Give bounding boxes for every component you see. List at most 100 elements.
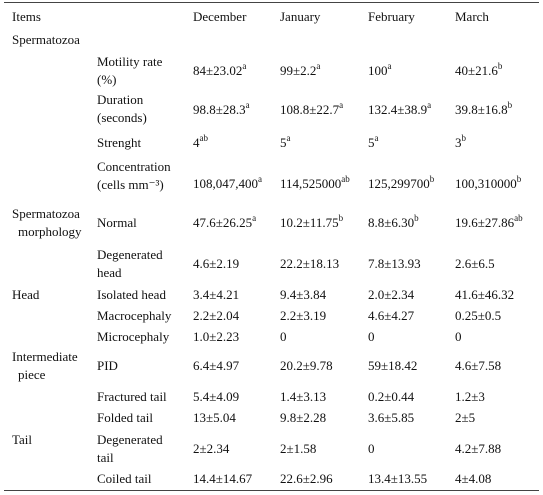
value-cell-text: 1.2±3 (455, 389, 485, 404)
item-label-text: (seconds) (97, 110, 147, 125)
item-label: Isolated head (97, 287, 166, 303)
value-cell: 47.6±26.25a (193, 213, 257, 231)
value-cell: 5a (280, 134, 291, 151)
value-cell: 2.0±2.34 (368, 287, 414, 303)
value-cell: 4.6±4.27 (368, 308, 414, 324)
value-cell: 2.2±2.04 (193, 308, 239, 324)
item-label-text: Isolated head (97, 287, 166, 302)
item-label: PID (97, 358, 118, 374)
value-cell: 2.6±6.5 (455, 256, 495, 272)
header-month-text: January (280, 9, 321, 24)
value-cell: 4.6±2.19 (193, 256, 239, 272)
value-cell: 2±1.58 (280, 441, 316, 457)
item-label-text: Coiled tail (97, 471, 152, 486)
significance-mark: b (338, 213, 344, 223)
value-cell-text: 10.2±11.75 (280, 215, 339, 230)
value-cell-text: 22.2±18.13 (280, 256, 340, 271)
group-label: Head (12, 287, 39, 303)
item-label: (cells mm⁻³) (97, 177, 164, 193)
value-cell-text: 0 (280, 329, 287, 344)
value-cell: 132.4±38.9a (368, 101, 431, 118)
item-label: Macrocephaly (97, 308, 171, 324)
header-items: Items (12, 9, 41, 25)
group-label-text: Spermatozoa (12, 206, 80, 221)
value-cell-text: 2.2±3.19 (280, 308, 327, 323)
item-label-text: Macrocephaly (97, 308, 172, 323)
value-cell-text: 2.0±2.34 (368, 287, 415, 302)
value-cell: 98.8±28.3a (193, 100, 250, 118)
value-cell: 114,525000ab (280, 175, 350, 192)
significance-mark: a (316, 61, 321, 71)
item-label: tail (97, 450, 114, 466)
value-cell-text: 100,310000 (455, 176, 517, 191)
item-label: Coiled tail (97, 471, 152, 487)
item-label-text: Microcephaly (97, 329, 170, 344)
item-label-text: Strenght (97, 135, 142, 150)
value-cell: 0 (368, 441, 375, 457)
bottom-rule (4, 490, 539, 491)
group-label-text: Tail (12, 432, 33, 447)
significance-mark: a (245, 100, 250, 110)
value-cell: 22.6±2.96 (280, 471, 333, 487)
item-label: head (97, 265, 122, 281)
value-cell: 5.4±4.09 (193, 389, 239, 405)
value-cell-text: 4 (193, 135, 200, 150)
significance-mark: b (429, 174, 435, 184)
value-cell-text: 98.8±28.3 (193, 102, 246, 117)
value-cell-text: 5.4±4.09 (193, 389, 240, 404)
significance-mark: b (507, 100, 513, 110)
item-label-text: tail (97, 450, 114, 465)
value-cell: 3.4±4.21 (193, 287, 239, 303)
value-cell: 4±4.08 (455, 471, 491, 487)
group-label: Intermediate (12, 349, 78, 365)
value-cell: 9.8±2.28 (280, 410, 326, 426)
item-label-text: Degenerated (97, 432, 163, 447)
significance-mark: a (339, 100, 344, 110)
group-label: Tail (12, 432, 32, 448)
value-cell: 4.6±7.58 (455, 358, 501, 374)
significance-mark: a (252, 213, 257, 223)
value-cell: 22.2±18.13 (280, 256, 339, 272)
value-cell-text: 2±2.34 (193, 441, 230, 456)
top-rule (4, 2, 539, 3)
item-label: Strenght (97, 135, 141, 151)
value-cell-text: 9.4±3.84 (280, 287, 327, 302)
value-cell-text: 6.4±4.97 (193, 358, 240, 373)
value-cell-text: 4.2±7.88 (455, 441, 502, 456)
value-cell: 41.6±46.32 (455, 287, 514, 303)
value-cell: 4.2±7.88 (455, 441, 501, 457)
value-cell-text: 3.4±4.21 (193, 287, 240, 302)
significance-mark: ab (514, 213, 523, 223)
value-cell-text: 132.4±38.9 (368, 102, 428, 117)
group-label-text: morphology (18, 224, 82, 239)
value-cell: 108,047,400a (193, 175, 262, 192)
value-cell: 4ab (193, 134, 208, 151)
value-cell-text: 1.4±3.13 (280, 389, 327, 404)
value-cell: 3.6±5.85 (368, 410, 414, 426)
value-cell: 3b (455, 134, 466, 151)
header-month: February (368, 9, 415, 25)
value-cell: 84±23.02a (193, 62, 246, 79)
value-cell-text: 84±23.02 (193, 63, 243, 78)
value-cell: 1.2±3 (455, 389, 485, 405)
value-cell: 5a (368, 134, 379, 151)
value-cell-text: 47.6±26.25 (193, 215, 253, 230)
value-cell-text: 9.8±2.28 (280, 410, 327, 425)
item-label: Fractured tail (97, 389, 167, 405)
item-label: (seconds) (97, 110, 147, 126)
header-month-text: February (368, 9, 415, 24)
value-cell-text: 3 (455, 135, 462, 150)
value-cell: 0 (280, 329, 287, 345)
value-cell-text: 22.6±2.96 (280, 471, 333, 486)
item-label-text: Concentration (97, 159, 171, 174)
header-month: March (455, 9, 489, 25)
value-cell-text: 99±2.2 (280, 63, 317, 78)
value-cell-text: 2.6±6.5 (455, 256, 495, 271)
group-label: Spermatozoa (12, 32, 80, 48)
group-label: piece (18, 367, 45, 383)
value-cell-text: 13.4±13.55 (368, 471, 428, 486)
header-month: January (280, 9, 320, 25)
item-label-text: Duration (97, 92, 144, 107)
item-label-text: Normal (97, 215, 137, 230)
value-cell-text: 40±21.6 (455, 63, 498, 78)
